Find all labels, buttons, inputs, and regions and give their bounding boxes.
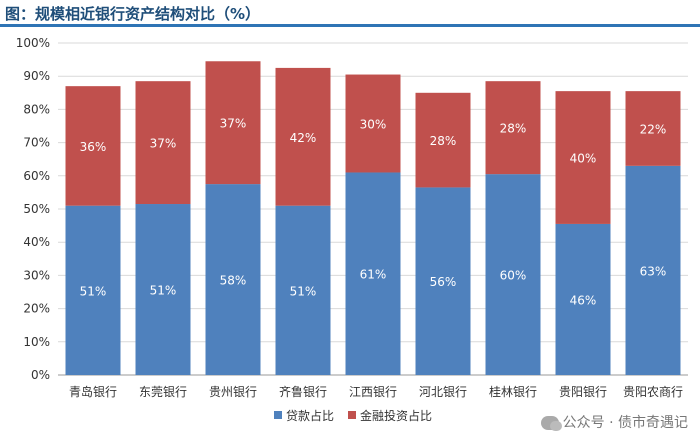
bar-investment [345, 74, 401, 173]
legend-swatch-investment [348, 411, 356, 419]
bar-loan [625, 165, 681, 375]
x-tick-label: 河北银行 [419, 385, 467, 399]
y-tick-label: 50% [23, 202, 50, 216]
y-tick-label: 70% [23, 136, 50, 150]
y-tick-label: 20% [23, 302, 50, 316]
data-label: 40% [570, 152, 597, 166]
data-label: 51% [80, 284, 107, 298]
data-label: 51% [150, 284, 177, 298]
wechat-icon [540, 416, 562, 431]
bar-investment [65, 86, 121, 206]
data-label: 51% [290, 284, 317, 298]
bar-investment [625, 91, 681, 166]
legend-label: 贷款占比 [286, 408, 334, 423]
data-label: 37% [150, 137, 177, 151]
data-label: 22% [640, 122, 667, 136]
bar-loan [415, 187, 471, 375]
watermark-text: 公众号 · 债市奇遇记 [562, 415, 688, 431]
bar-investment [275, 67, 331, 206]
x-tick-label: 贵阳银行 [559, 385, 607, 399]
x-tick-label: 齐鲁银行 [279, 384, 327, 399]
bar-loan [135, 204, 191, 375]
data-label: 63% [640, 264, 667, 278]
y-tick-label: 80% [23, 102, 50, 116]
y-tick-label: 10% [23, 335, 50, 349]
bar-investment [135, 81, 191, 205]
bar-loan [345, 172, 401, 375]
data-label: 61% [360, 268, 387, 282]
data-label: 60% [500, 269, 527, 283]
x-tick-label: 贵州银行 [209, 385, 257, 399]
data-label: 30% [360, 118, 387, 132]
bar-loan [65, 205, 121, 375]
data-label: 42% [290, 131, 317, 145]
y-tick-label: 90% [23, 69, 50, 83]
data-label: 46% [570, 293, 597, 307]
x-tick-label: 青岛银行 [69, 384, 117, 399]
y-tick-label: 0% [31, 368, 50, 382]
bar-investment [485, 81, 541, 175]
x-tick-label: 江西银行 [349, 385, 397, 399]
x-tick-label: 东莞银行 [139, 385, 187, 399]
data-label: 36% [80, 140, 107, 154]
data-label: 28% [430, 134, 457, 148]
legend-label: 金融投资占比 [360, 408, 432, 423]
bar-investment [555, 91, 611, 224]
y-tick-label: 40% [23, 235, 50, 249]
watermark: 公众号 · 债市奇遇记 [540, 412, 688, 432]
y-tick-label: 60% [23, 169, 50, 183]
data-label: 37% [220, 117, 247, 131]
y-tick-label: 30% [23, 268, 50, 282]
data-label: 56% [430, 275, 457, 289]
bar-loan [485, 174, 541, 375]
bar-investment [415, 92, 471, 188]
chart-title: 图：规模相近银行资产结构对比（%） [5, 5, 261, 23]
title-rule [0, 24, 700, 27]
x-tick-label: 桂林银行 [489, 384, 537, 399]
y-tick-label: 100% [16, 36, 50, 50]
bar-loan [205, 184, 261, 375]
x-tick-label: 贵阳农商行 [623, 384, 683, 399]
data-label: 58% [220, 274, 247, 288]
bar-loan [555, 223, 611, 375]
data-label: 28% [500, 122, 527, 136]
legend-swatch-loan [274, 411, 282, 419]
bar-loan [275, 205, 331, 375]
bar-investment [205, 61, 261, 185]
